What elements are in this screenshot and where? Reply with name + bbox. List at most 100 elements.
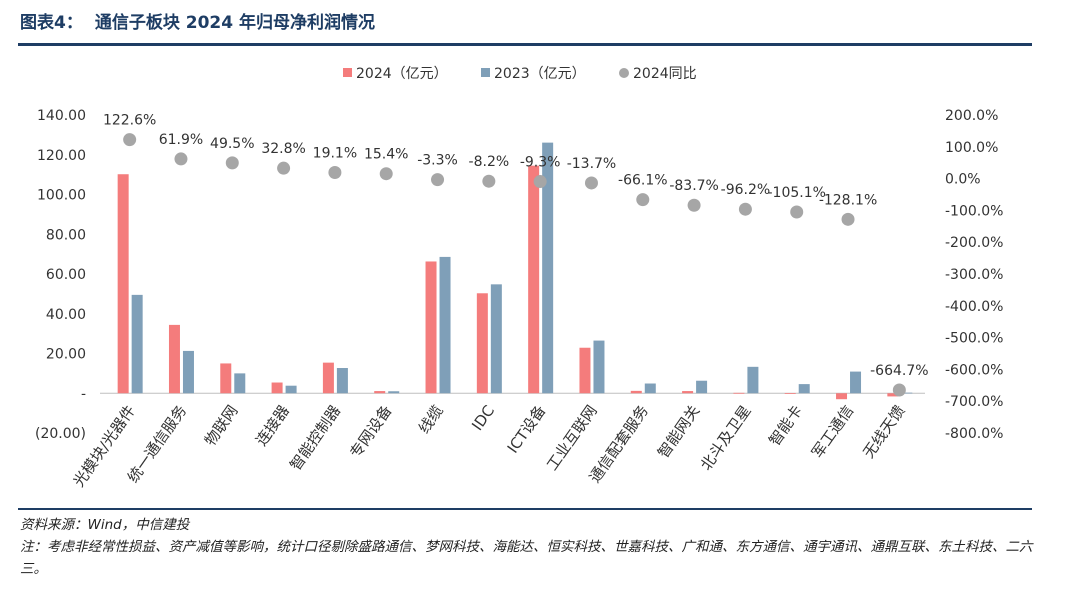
- yoy-point: [123, 133, 137, 147]
- yoy-point: [431, 173, 445, 187]
- legend-swatch-yoy: [619, 68, 629, 78]
- bar-2023: [336, 368, 348, 394]
- left-tick-label: 40.00: [46, 307, 86, 323]
- bar-2023: [747, 366, 759, 394]
- right-axis-ticks: -800.0% -700.0% -600.0% -500.0% -400.0% -300.…: [945, 108, 1003, 442]
- bar-2024: [220, 363, 232, 394]
- bar-2023: [234, 373, 246, 394]
- category-label: 智能网关: [654, 402, 703, 461]
- left-tick-label: -: [81, 386, 86, 402]
- bar-2023: [542, 142, 554, 394]
- bar-2024: [271, 382, 283, 394]
- yoy-data-label: -96.2%: [721, 182, 771, 198]
- bar-2024: [322, 362, 334, 394]
- legend-label-2023: 2023（亿元）: [494, 66, 586, 82]
- figure-title-text: 通信子板块 2024 年归母净利润情况: [94, 13, 375, 33]
- category-label: 专网设备: [346, 402, 395, 461]
- yoy-data-label: -8.2%: [469, 154, 510, 170]
- category-label: 智能控制器: [286, 402, 344, 474]
- right-tick-label: 100.0%: [945, 140, 998, 156]
- bar-2023: [850, 371, 862, 394]
- bar-2023: [439, 256, 451, 394]
- right-tick-label: -300.0%: [945, 267, 1003, 283]
- category-label: 无线天馈: [859, 402, 908, 461]
- yoy-data-label: -664.7%: [870, 363, 928, 379]
- bar-2024: [682, 391, 694, 394]
- yoy-data-label: -128.1%: [819, 192, 877, 208]
- yoy-data-label: -66.1%: [618, 173, 668, 189]
- top-rule: [18, 43, 1032, 46]
- yoy-point: [790, 205, 804, 219]
- bar-2024: [887, 393, 899, 397]
- right-tick-label: -500.0%: [945, 331, 1003, 347]
- category-label: 线缆: [415, 402, 447, 437]
- bar-2024: [168, 324, 180, 394]
- left-tick-label: 80.00: [46, 227, 86, 243]
- legend-swatch-2024: [343, 68, 352, 77]
- right-tick-label: -700.0%: [945, 394, 1003, 410]
- figure-number: 图表4：: [20, 13, 83, 33]
- figure-title: 图表4： 通信子板块 2024 年归母净利润情况: [20, 8, 375, 33]
- bar-2023: [131, 294, 143, 394]
- bar-2023: [285, 385, 297, 394]
- right-tick-label: -600.0%: [945, 362, 1003, 378]
- yoy-point: [379, 167, 393, 181]
- bar-2023: [388, 391, 400, 394]
- bar-2024: [784, 393, 796, 394]
- bars: [117, 142, 913, 400]
- yoy-point: [482, 174, 496, 188]
- right-tick-label: -100.0%: [945, 203, 1003, 219]
- yoy-data-label: -3.3%: [417, 153, 458, 169]
- category-label: 军工通信: [808, 402, 857, 461]
- category-label: 智能卡: [765, 402, 806, 449]
- category-label: 北斗及卫星: [697, 402, 755, 474]
- bar-2024: [476, 293, 488, 394]
- yoy-point: [277, 161, 291, 175]
- bar-2023: [593, 340, 605, 394]
- bar-2024: [374, 391, 386, 394]
- yoy-point: [584, 176, 598, 190]
- bar-2023: [490, 284, 502, 394]
- yoy-point: [687, 198, 701, 212]
- bar-2024: [117, 174, 129, 394]
- left-tick-label: 20.00: [46, 347, 86, 363]
- yoy-point: [225, 156, 239, 170]
- yoy-point: [533, 175, 547, 189]
- category-label: 物联网: [201, 402, 242, 449]
- yoy-data-label: -9.3%: [520, 155, 561, 171]
- bar-2024: [836, 393, 848, 400]
- bar-2023: [696, 380, 708, 394]
- yoy-point: [174, 152, 188, 166]
- right-tick-label: 200.0%: [945, 108, 998, 124]
- left-axis-ticks: (20.00) - 20.00 40.00 60.00 80.00 100.00 120.00…: [35, 108, 86, 442]
- legend-label-yoy: 2024同比: [633, 66, 697, 82]
- left-tick-label: 120.00: [37, 148, 86, 164]
- yoy-point: [841, 212, 855, 226]
- legend-swatch-2023: [481, 68, 490, 77]
- bar-2023: [901, 392, 913, 394]
- yoy-points: 122.6%61.9% 49.5% 32.8% 19.1% 15.4% -3.3% -8.2…: [103, 113, 929, 397]
- right-tick-label: -200.0%: [945, 235, 1003, 251]
- source-note: 资料来源：Wind，中信建投: [20, 517, 190, 533]
- left-tick-label: (20.00): [35, 426, 86, 442]
- yoy-data-label: 49.5%: [210, 136, 254, 152]
- yoy-data-label: 61.9%: [159, 132, 203, 148]
- bar-2023: [798, 384, 810, 394]
- yoy-data-label: 122.6%: [103, 113, 156, 129]
- yoy-data-label: 15.4%: [364, 147, 408, 163]
- legend: 2024（亿元） 2023（亿元） 2024同比: [343, 66, 697, 82]
- yoy-data-label: -105.1%: [768, 185, 826, 201]
- bar-2024: [630, 390, 642, 394]
- bar-2023: [644, 383, 656, 394]
- left-tick-label: 60.00: [46, 267, 86, 283]
- category-label: ICT设备: [504, 402, 550, 457]
- yoy-data-label: -83.7%: [669, 178, 719, 194]
- yoy-point: [738, 202, 752, 216]
- right-tick-label: 0.0%: [945, 172, 981, 188]
- category-label: 连接器: [252, 402, 293, 449]
- right-tick-label: -400.0%: [945, 299, 1003, 315]
- footnote: 注：考虑非经常性损益、资产减值等影响，统计口径剔除盛路通信、梦网科技、海能达、恒…: [20, 539, 1033, 577]
- yoy-point: [328, 166, 342, 180]
- yoy-data-label: 32.8%: [261, 141, 305, 157]
